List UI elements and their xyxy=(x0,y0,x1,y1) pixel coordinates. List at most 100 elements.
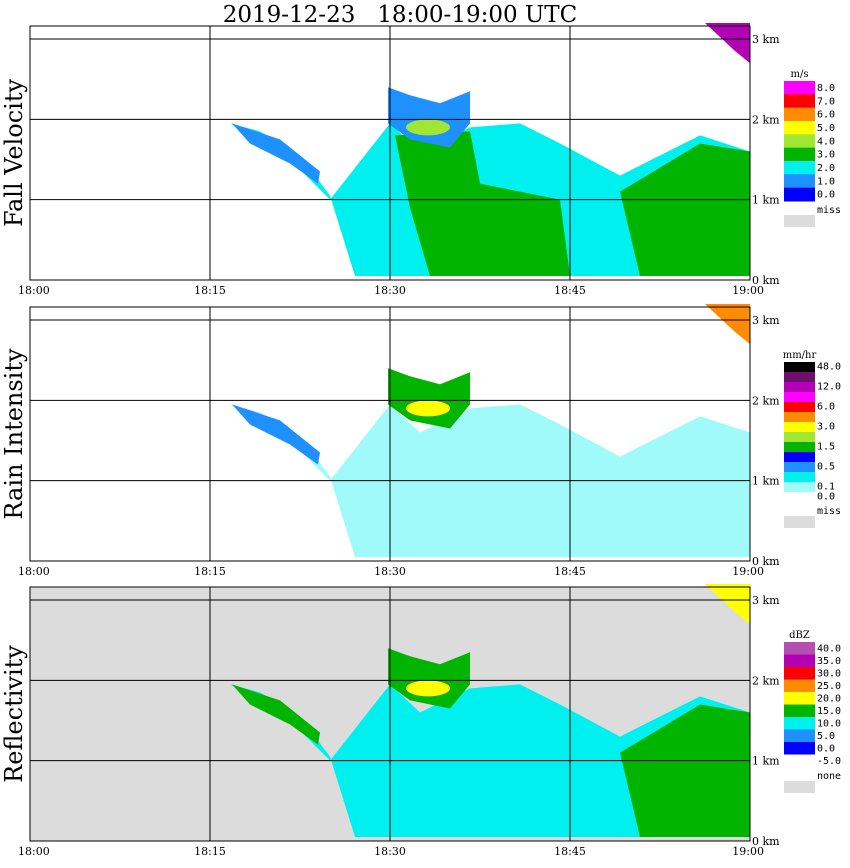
colorbar-label: 12.0 xyxy=(817,382,841,393)
echo-corner xyxy=(705,22,750,64)
colorbar-missing-swatch xyxy=(784,516,815,528)
colorbar-label: 5.0 xyxy=(817,123,835,134)
colorbar-label: 6.0 xyxy=(817,110,835,121)
x-tick-label: 18:00 xyxy=(18,845,50,858)
panel-3: 18:00 18:15 18:30 18:45 19:000 km 1 km 2 km 3 k… xyxy=(0,583,841,858)
colorbar-label: 40.0 xyxy=(817,643,841,654)
colorbar-label: 30.0 xyxy=(817,668,841,679)
echo-right xyxy=(620,704,750,837)
x-tick-label: 18:15 xyxy=(194,284,226,297)
colorbar-label: 8.0 xyxy=(817,83,835,94)
plot-frame xyxy=(29,306,751,562)
colorbar-swatch xyxy=(784,717,815,730)
y-tick-label: 2 km xyxy=(752,394,780,407)
x-tick-label: 18:00 xyxy=(18,284,50,297)
colorbar-label: 35.0 xyxy=(817,656,841,667)
colorbar-swatch xyxy=(784,667,815,680)
y-tick-label: 3 km xyxy=(752,33,780,46)
echo-corner xyxy=(705,583,750,625)
y-tick-label: 1 km xyxy=(752,194,780,207)
colorbar-swatch xyxy=(784,692,815,705)
echo-core-max xyxy=(406,680,450,697)
x-tick-label: 18:45 xyxy=(554,565,586,578)
x-tick-label: 19:00 xyxy=(732,284,764,297)
echo-hook xyxy=(232,404,320,465)
x-tick-label: 18:15 xyxy=(194,565,226,578)
x-tick-label: 19:00 xyxy=(732,565,764,578)
x-tick-label: 18:30 xyxy=(374,845,406,858)
colorbar-missing-swatch xyxy=(784,781,815,793)
colorbar-label: 25.0 xyxy=(817,681,841,692)
colorbar-swatch xyxy=(784,392,815,403)
panel-ylabel: Reflectivity xyxy=(0,645,28,783)
colorbar-swatch xyxy=(784,654,815,668)
y-tick-label: 1 km xyxy=(752,475,780,488)
colorbar-swatch xyxy=(784,94,815,109)
colorbar-swatch xyxy=(784,147,815,162)
colorbar-swatch xyxy=(784,412,815,423)
colorbar-missing-label: none xyxy=(817,771,841,782)
y-tick-label: 3 km xyxy=(752,314,780,327)
colorbar-missing-label: miss xyxy=(817,205,841,216)
x-tick-label: 18:00 xyxy=(18,565,50,578)
colorbar-swatch xyxy=(784,121,815,135)
echo-core xyxy=(388,648,470,709)
colorbar-label: 0.5 xyxy=(817,462,835,473)
colorbar-label: 20.0 xyxy=(817,693,841,704)
colorbar-swatch xyxy=(784,402,815,413)
colorbar-swatch xyxy=(784,174,815,189)
colorbar-swatch xyxy=(784,107,815,122)
y-tick-label: 3 km xyxy=(752,594,780,607)
colorbar-unit: dBZ xyxy=(789,630,810,641)
colorbar-label: 2.0 xyxy=(817,163,835,174)
colorbar-swatch xyxy=(784,642,815,655)
colorbar-swatch xyxy=(784,482,815,493)
colorbar-label: 1.5 xyxy=(817,442,835,453)
echo-core-max xyxy=(406,119,450,136)
echo-hook xyxy=(232,684,320,745)
x-tick-label: 19:00 xyxy=(732,845,764,858)
plot-frame xyxy=(29,586,751,842)
echo-core xyxy=(388,368,470,429)
x-tick-label: 18:15 xyxy=(194,845,226,858)
colorbar-label: 0.1 xyxy=(817,482,835,493)
colorbar-swatch xyxy=(784,452,815,463)
colorbar-swatch xyxy=(784,492,815,503)
y-tick-label: 2 km xyxy=(752,113,780,126)
colorbar-swatch xyxy=(784,462,815,473)
x-tick-label: 18:45 xyxy=(554,284,586,297)
echo-right xyxy=(620,143,750,276)
colorbar-missing-swatch xyxy=(784,215,815,227)
colorbar-label: 5.0 xyxy=(817,731,835,742)
colorbar-swatch xyxy=(784,362,815,373)
x-tick-label: 18:30 xyxy=(374,284,406,297)
colorbar-label: 7.0 xyxy=(817,96,835,107)
colorbar-swatch xyxy=(784,472,815,483)
plot-frame xyxy=(29,25,751,281)
colorbar-label: 48.0 xyxy=(817,362,841,373)
echo-hook xyxy=(232,123,320,184)
colorbar-swatch xyxy=(784,81,815,95)
panel-ylabel: Rain Intensity xyxy=(0,348,28,520)
colorbar-label: 3.0 xyxy=(817,150,835,161)
colorbar-label: 0.0 xyxy=(817,743,835,754)
y-tick-label: 0 km xyxy=(752,555,780,568)
y-tick-label: 1 km xyxy=(752,755,780,768)
colorbar-swatch xyxy=(784,754,815,768)
echo-core-max xyxy=(406,400,450,417)
colorbar-label: -5.0 xyxy=(817,756,841,767)
colorbar-swatch xyxy=(784,729,815,743)
panel-2: 18:00 18:15 18:30 18:45 19:000 km 1 km 2 km 3 k… xyxy=(0,303,841,578)
colorbar-swatch xyxy=(784,742,815,755)
colorbar-label: 1.0 xyxy=(817,176,835,187)
colorbar-swatch xyxy=(784,442,815,453)
y-tick-label: 0 km xyxy=(752,835,780,848)
x-tick-label: 18:45 xyxy=(554,845,586,858)
colorbar-swatch xyxy=(784,432,815,443)
colorbar-label: 6.0 xyxy=(817,402,835,413)
colorbar-label: 0.0 xyxy=(817,492,835,503)
panel-1: 18:00 18:15 18:30 18:45 19:000 km 1 km 2 km 3 k… xyxy=(0,22,841,297)
colorbar-unit: mm/hr xyxy=(783,350,817,361)
colorbar-swatch xyxy=(784,187,815,202)
colorbar-label: 3.0 xyxy=(817,422,835,433)
